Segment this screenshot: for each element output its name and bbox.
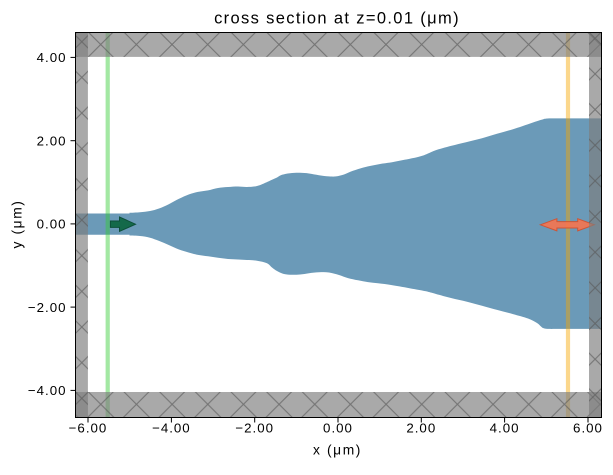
svg-text:−4.00: −4.00: [28, 383, 67, 398]
svg-text:0.00: 0.00: [323, 421, 353, 436]
svg-text:6.00: 6.00: [573, 421, 603, 436]
svg-text:4.00: 4.00: [37, 50, 67, 65]
svg-text:2.00: 2.00: [406, 421, 436, 436]
svg-text:x (μm): x (μm): [313, 443, 362, 458]
svg-text:2.00: 2.00: [37, 133, 67, 148]
svg-text:y (μm): y (μm): [10, 200, 25, 249]
svg-text:4.00: 4.00: [490, 421, 520, 436]
svg-text:−2.00: −2.00: [235, 421, 274, 436]
svg-text:−4.00: −4.00: [152, 421, 191, 436]
svg-text:cross section at z=0.01 (μm): cross section at z=0.01 (μm): [214, 10, 460, 28]
svg-text:−2.00: −2.00: [28, 300, 67, 315]
svg-text:−6.00: −6.00: [69, 421, 108, 436]
svg-text:0.00: 0.00: [37, 217, 67, 232]
